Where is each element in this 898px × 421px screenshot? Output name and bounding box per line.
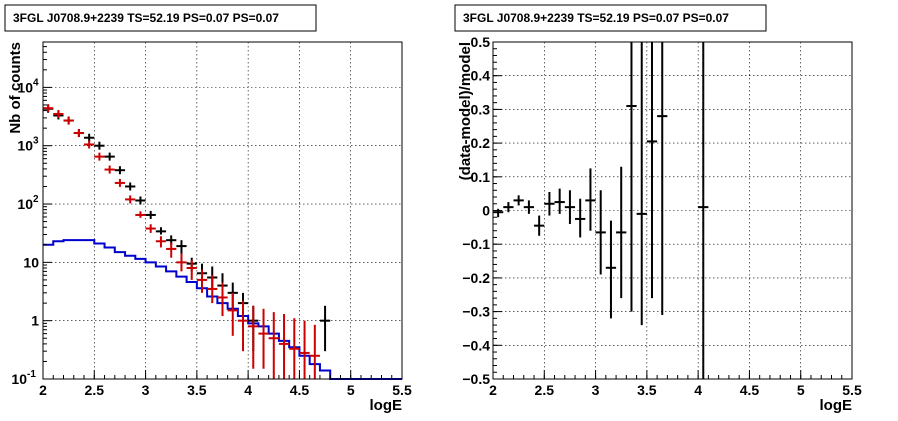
y-tick-label: −0.5 bbox=[462, 371, 490, 387]
right-ticks bbox=[492, 41, 853, 380]
left-marks bbox=[43, 104, 331, 379]
x-tick-label: 5 bbox=[797, 382, 805, 398]
y-tick-label: 1 bbox=[31, 313, 39, 329]
right-title: 3FGL J0708.9+2239 TS=52.19 PS=0.07 PS=0.… bbox=[463, 11, 729, 25]
x-tick-label: 2 bbox=[489, 382, 497, 398]
y-tick-label: 0.3 bbox=[471, 101, 491, 117]
y-tick-label: −0.3 bbox=[462, 304, 490, 320]
right-x-axis-label: logE bbox=[820, 397, 853, 414]
y-tick-label: 10 bbox=[23, 254, 39, 270]
right-grid bbox=[493, 42, 852, 379]
y-tick-label: 0.1 bbox=[471, 169, 491, 185]
right-title-box bbox=[454, 4, 767, 32]
left-grid bbox=[43, 42, 402, 379]
y-tick-label: 10 bbox=[11, 371, 27, 387]
y-tick-label: 0.4 bbox=[471, 68, 491, 84]
right-panel: 3FGL J0708.9+2239 TS=52.19 PS=0.07 PS=0.… bbox=[454, 4, 862, 414]
x-tick-label: 5.5 bbox=[842, 382, 862, 398]
y-tick-label: 0 bbox=[482, 203, 490, 219]
x-tick-label: 5 bbox=[347, 382, 355, 398]
y-tick-exponent: -1 bbox=[27, 369, 36, 380]
y-tick-exponent: 3 bbox=[33, 136, 39, 147]
left-ticks bbox=[42, 46, 403, 380]
y-tick-label: 0.5 bbox=[471, 34, 491, 50]
y-tick-label: 10 bbox=[17, 196, 33, 212]
x-tick-label: 5.5 bbox=[392, 382, 412, 398]
x-tick-label: 4 bbox=[694, 382, 702, 398]
y-tick-label: 10 bbox=[17, 138, 33, 154]
x-tick-label: 3 bbox=[592, 382, 600, 398]
x-tick-label: 2 bbox=[39, 382, 47, 398]
right-y-tick-labels: −0.5 −0.4 −0.3 −0.2 −0.1 0 0.1 0.2 0.3 0.4 0.5 bbox=[462, 34, 490, 387]
y-tick-exponent: 4 bbox=[33, 77, 39, 88]
y-tick-label: 10 bbox=[17, 79, 33, 95]
y-tick-label: −0.4 bbox=[462, 337, 490, 353]
left-title-box bbox=[4, 4, 317, 32]
right-x-tick-labels: 2 2.5 3 3.5 4 4.5 5 5.5 bbox=[489, 382, 862, 398]
y-tick-label: −0.1 bbox=[462, 236, 490, 252]
y-tick-label: −0.2 bbox=[462, 270, 490, 286]
left-panel: 3FGL J0708.9+2239 TS=52.19 PS=0.07 PS=0.… bbox=[4, 4, 412, 414]
left-plot-frame bbox=[42, 41, 403, 380]
left-x-tick-labels: 2 2.5 3 3.5 4 4.5 5 5.5 bbox=[39, 382, 412, 398]
left-x-axis-label: logE bbox=[370, 397, 403, 414]
x-tick-label: 4 bbox=[244, 382, 252, 398]
right-y-axis-label: (data-model)/model bbox=[457, 42, 474, 180]
x-tick-label: 3.5 bbox=[637, 382, 657, 398]
x-tick-label: 4.5 bbox=[740, 382, 760, 398]
x-tick-label: 2.5 bbox=[85, 382, 105, 398]
left-y-axis-label: Nb of counts bbox=[7, 42, 24, 134]
x-tick-label: 4.5 bbox=[290, 382, 310, 398]
x-tick-label: 2.5 bbox=[535, 382, 555, 398]
y-tick-exponent: 2 bbox=[33, 194, 39, 205]
y-tick-label: 0.2 bbox=[471, 135, 491, 151]
x-tick-label: 3 bbox=[142, 382, 150, 398]
left-title: 3FGL J0708.9+2239 TS=52.19 PS=0.07 PS=0.… bbox=[13, 11, 279, 25]
x-tick-label: 3.5 bbox=[187, 382, 207, 398]
right-marks bbox=[493, 42, 709, 379]
